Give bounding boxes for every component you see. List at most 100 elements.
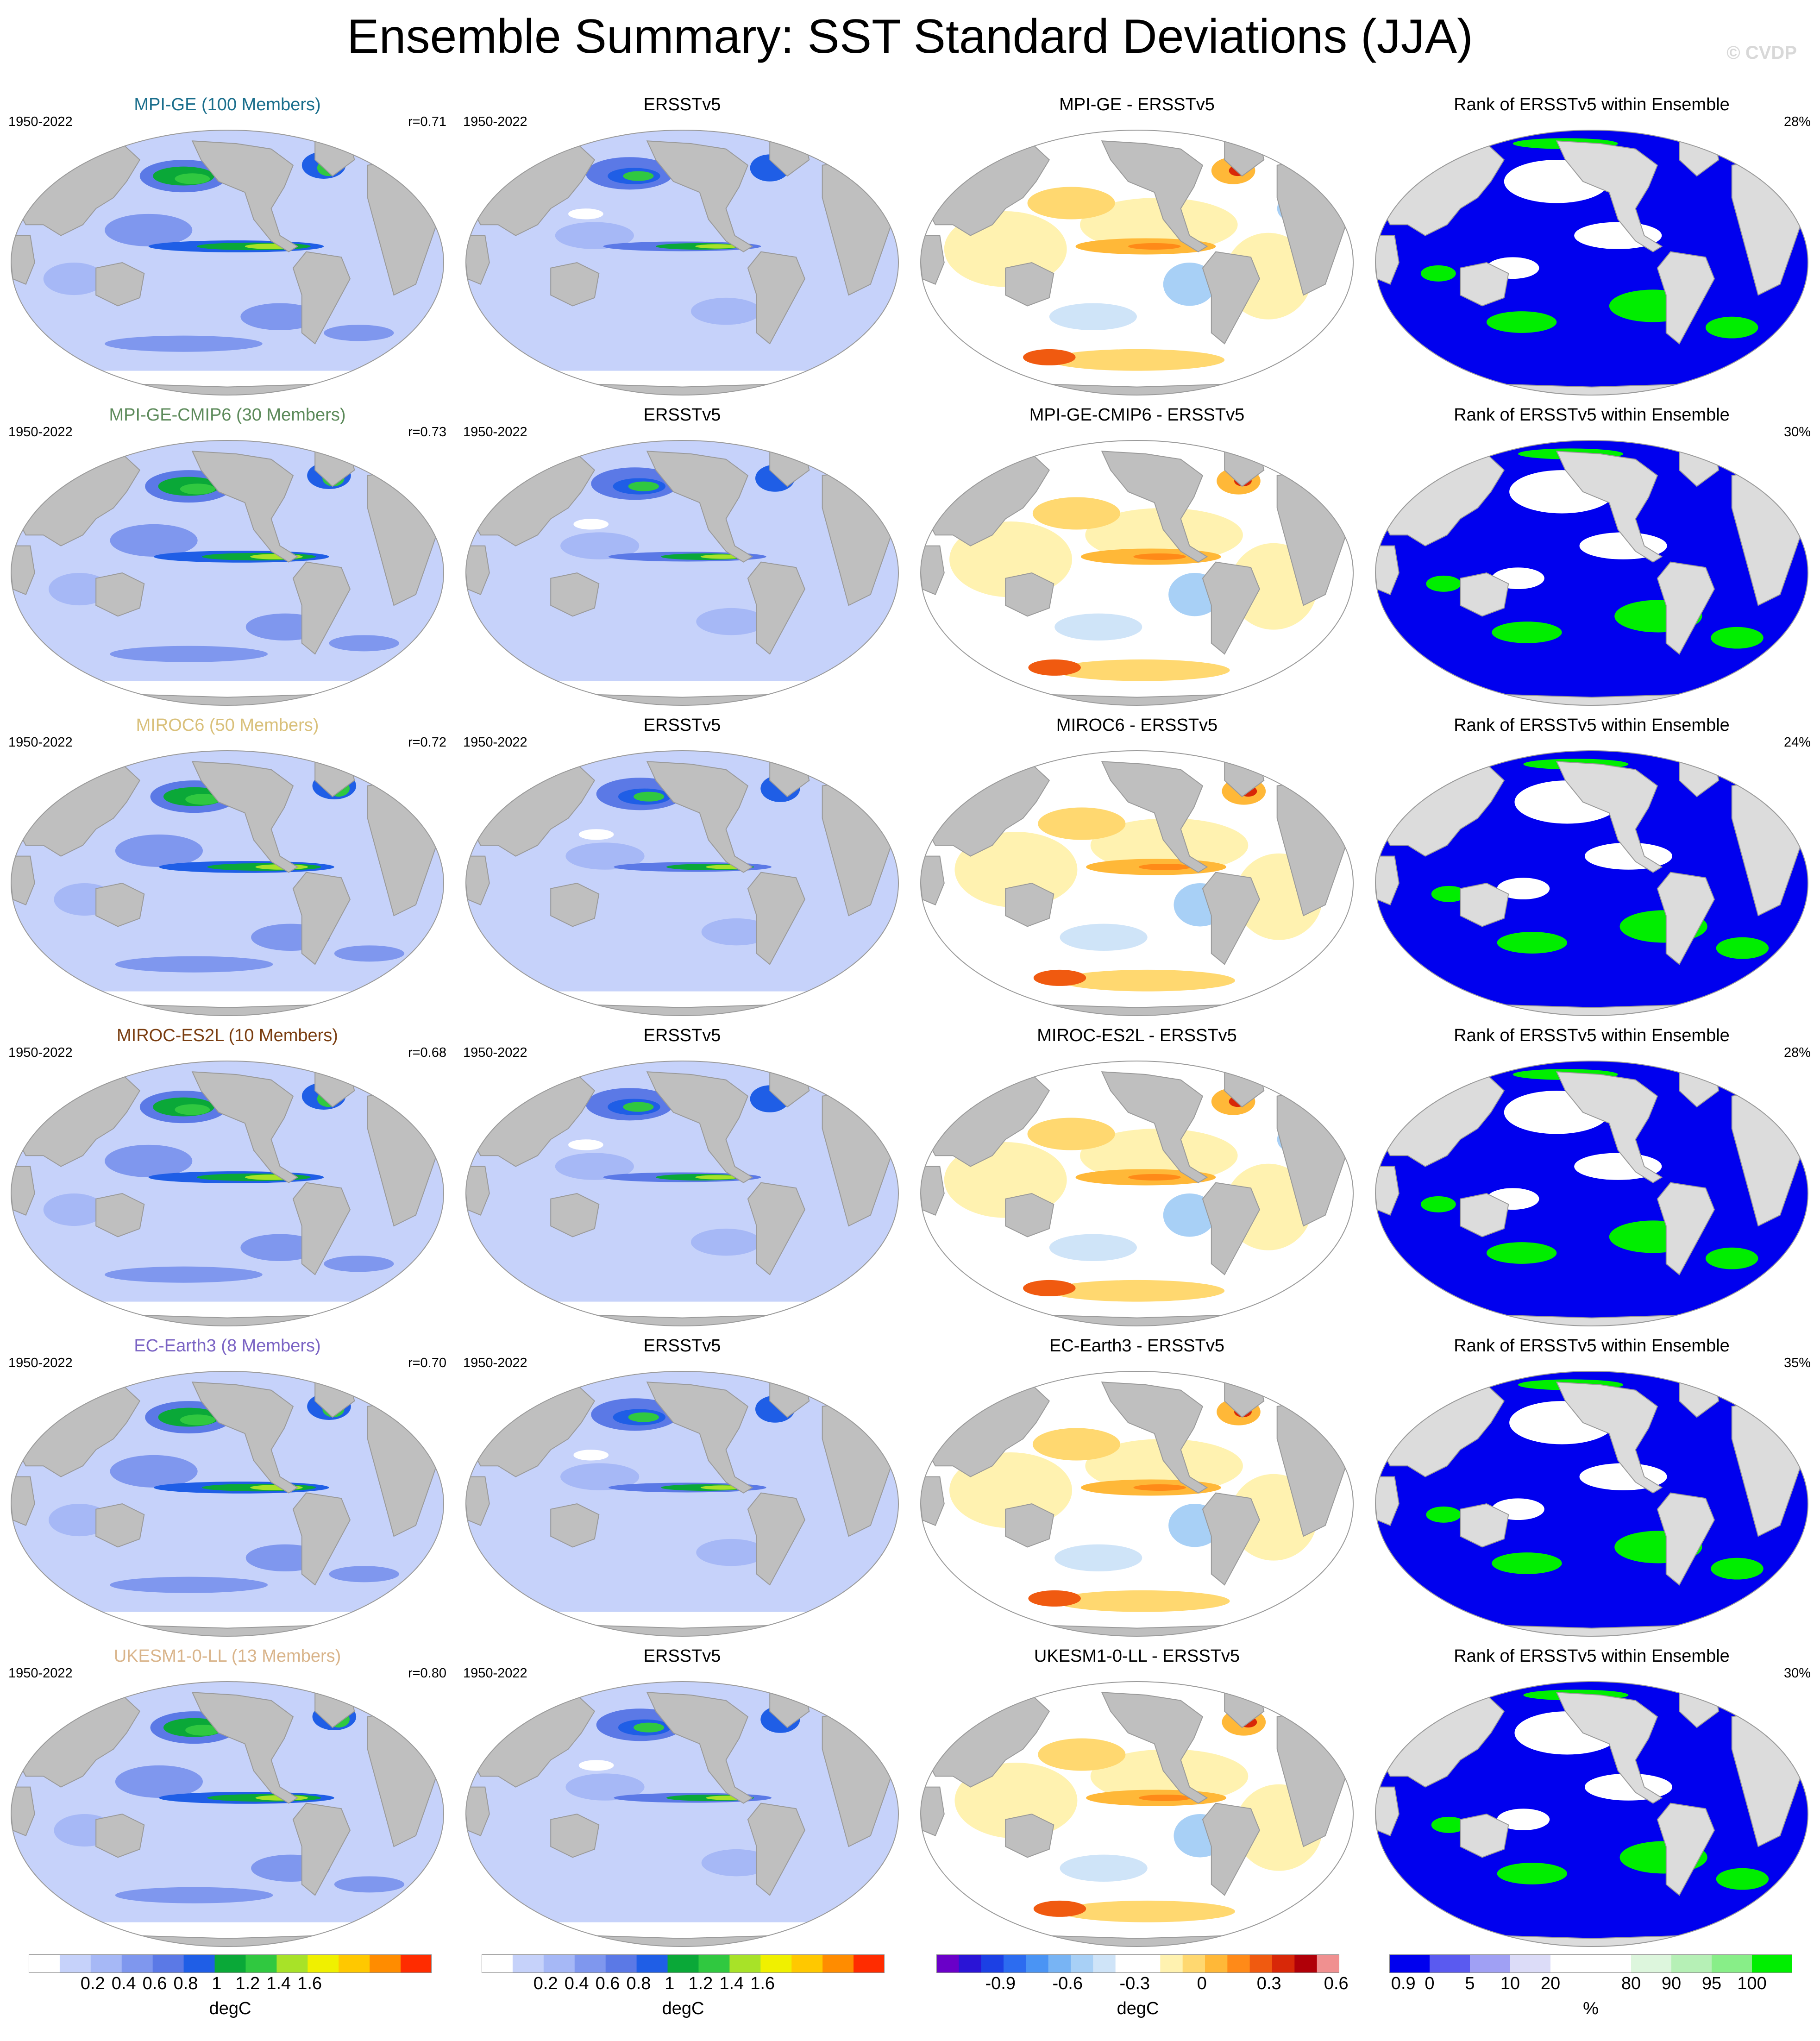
panel-std: MIROC6 (50 Members) 1950-2022 r=0.72 <box>0 711 455 1021</box>
field-blob <box>1492 1552 1562 1574</box>
land-mass <box>1202 1802 1261 1896</box>
panel-title: MIROC6 (50 Members) <box>136 716 319 735</box>
land-mass <box>550 262 600 307</box>
field-blob <box>1054 613 1142 641</box>
panel-title: UKESM1-0-LL - ERSSTv5 <box>1034 1646 1240 1666</box>
land-mass <box>95 262 145 307</box>
colorbar-swatch <box>59 1954 91 1973</box>
field-blob <box>921 751 1353 1016</box>
field-blob <box>49 573 110 606</box>
period-label: 1950-2022 <box>8 1356 73 1370</box>
colorbar-tick: -0.6 <box>1052 1974 1083 1993</box>
field-blob <box>573 1450 609 1461</box>
map-outline <box>11 750 444 1016</box>
colorbar-tick: 0.3 <box>1256 1974 1281 1993</box>
colorbar-swatch <box>1093 1954 1116 1973</box>
field-blob <box>1375 1371 1808 1636</box>
field-blob <box>696 1539 766 1566</box>
period-label: 1950-2022 <box>463 114 527 129</box>
field-blob <box>1060 969 1235 992</box>
colorbar-3: 0 5 10 20 80 90 95 100% <box>1389 1954 1792 2024</box>
colorbar-tick: 0.2 <box>80 1974 105 1993</box>
field-blob <box>329 635 399 652</box>
land-mass <box>1556 1382 1663 1494</box>
map-outline <box>11 1371 444 1637</box>
colorbar-tick: 0.4 <box>111 1974 136 1993</box>
world-map-std <box>11 1371 444 1637</box>
land-mass <box>1101 1382 1208 1494</box>
field-blob <box>1375 1061 1808 1326</box>
colorbar-swatch <box>1026 1954 1049 1973</box>
map-outline <box>465 130 899 396</box>
field-blob <box>1426 575 1462 592</box>
land-mass <box>1556 140 1663 252</box>
land-mass <box>1657 251 1715 345</box>
field-blob <box>1049 349 1225 371</box>
field-blob <box>1431 885 1467 902</box>
map-outline <box>465 1681 899 1947</box>
field-blob <box>466 1061 898 1326</box>
colorbar-swatch <box>245 1954 277 1973</box>
colorbar-swatch <box>1671 1954 1712 1973</box>
colorbar-swatch <box>1389 1954 1430 1973</box>
land-mass <box>292 872 351 965</box>
map-field <box>1375 1682 1808 1947</box>
field-blob <box>1431 1816 1467 1833</box>
land-mass <box>191 1071 299 1183</box>
field-blob <box>1027 187 1115 220</box>
map-field <box>466 130 898 395</box>
colorbar-swatch <box>543 1954 575 1973</box>
pattern-correlation: r=0.73 <box>408 425 446 440</box>
colorbar-tick: 20 <box>1540 1974 1561 1993</box>
land-mass <box>747 1492 806 1586</box>
field-blob <box>695 1175 739 1180</box>
field-blob <box>690 297 761 325</box>
map-outline <box>465 750 899 1016</box>
colorbar-tick: 0.8 <box>173 1974 198 1993</box>
world-map-std <box>11 1681 444 1947</box>
field-blob <box>110 1455 198 1488</box>
map-field <box>921 1371 1353 1636</box>
colorbar-2: -0.9 -0.6 -0.3 0 0.3 0.6 0.9 degC <box>936 1954 1416 2024</box>
map-field <box>11 751 444 1016</box>
colorbar-swatch <box>729 1954 761 1973</box>
field-blob <box>1163 263 1216 306</box>
land-mass <box>1460 262 1509 307</box>
colorbar-swatch <box>308 1954 339 1973</box>
panel-title: MIROC6 - ERSSTv5 <box>1056 716 1218 735</box>
world-map-diff <box>920 1681 1354 1947</box>
field-blob <box>568 1139 603 1150</box>
panel-title: ERSSTv5 <box>643 405 721 425</box>
colorbar-swatch <box>1430 1954 1470 1973</box>
field-blob <box>696 608 766 635</box>
land-mass <box>1005 1813 1054 1858</box>
land-mass <box>747 872 806 965</box>
panel-rank: Rank of ERSSTv5 within Ensemble 28% <box>1364 1021 1819 1331</box>
colorbar-tick: 10 <box>1500 1974 1520 1993</box>
land-mass <box>95 882 145 927</box>
land-mass <box>1005 882 1054 927</box>
colorbar-tick: 95 <box>1701 1974 1722 1993</box>
land-mass <box>1005 1503 1054 1548</box>
pattern-correlation: r=0.71 <box>408 114 446 129</box>
map-field <box>11 1061 444 1326</box>
colorbar-swatch <box>1004 1954 1026 1973</box>
field-blob <box>334 945 405 962</box>
colorbar-tick: 0.9 <box>1391 1974 1416 1993</box>
land-mass <box>1101 140 1208 252</box>
colorbar-swatch <box>512 1954 544 1973</box>
land-mass <box>1101 1071 1208 1183</box>
land-mass <box>646 451 753 563</box>
field-blob <box>180 1414 215 1426</box>
field-blob <box>110 646 268 662</box>
field-blob <box>555 222 634 249</box>
colorbar-tick: 1.4 <box>266 1974 291 1993</box>
world-map-diff <box>920 1061 1354 1326</box>
field-blob <box>1426 1506 1462 1523</box>
map-outline <box>11 130 444 396</box>
world-map-std <box>11 750 444 1016</box>
map-outline <box>11 1061 444 1326</box>
panel-obs: ERSSTv5 1950-2022 <box>455 90 910 401</box>
map-field <box>1375 1371 1808 1636</box>
colorbar-swatches <box>29 1954 432 1973</box>
